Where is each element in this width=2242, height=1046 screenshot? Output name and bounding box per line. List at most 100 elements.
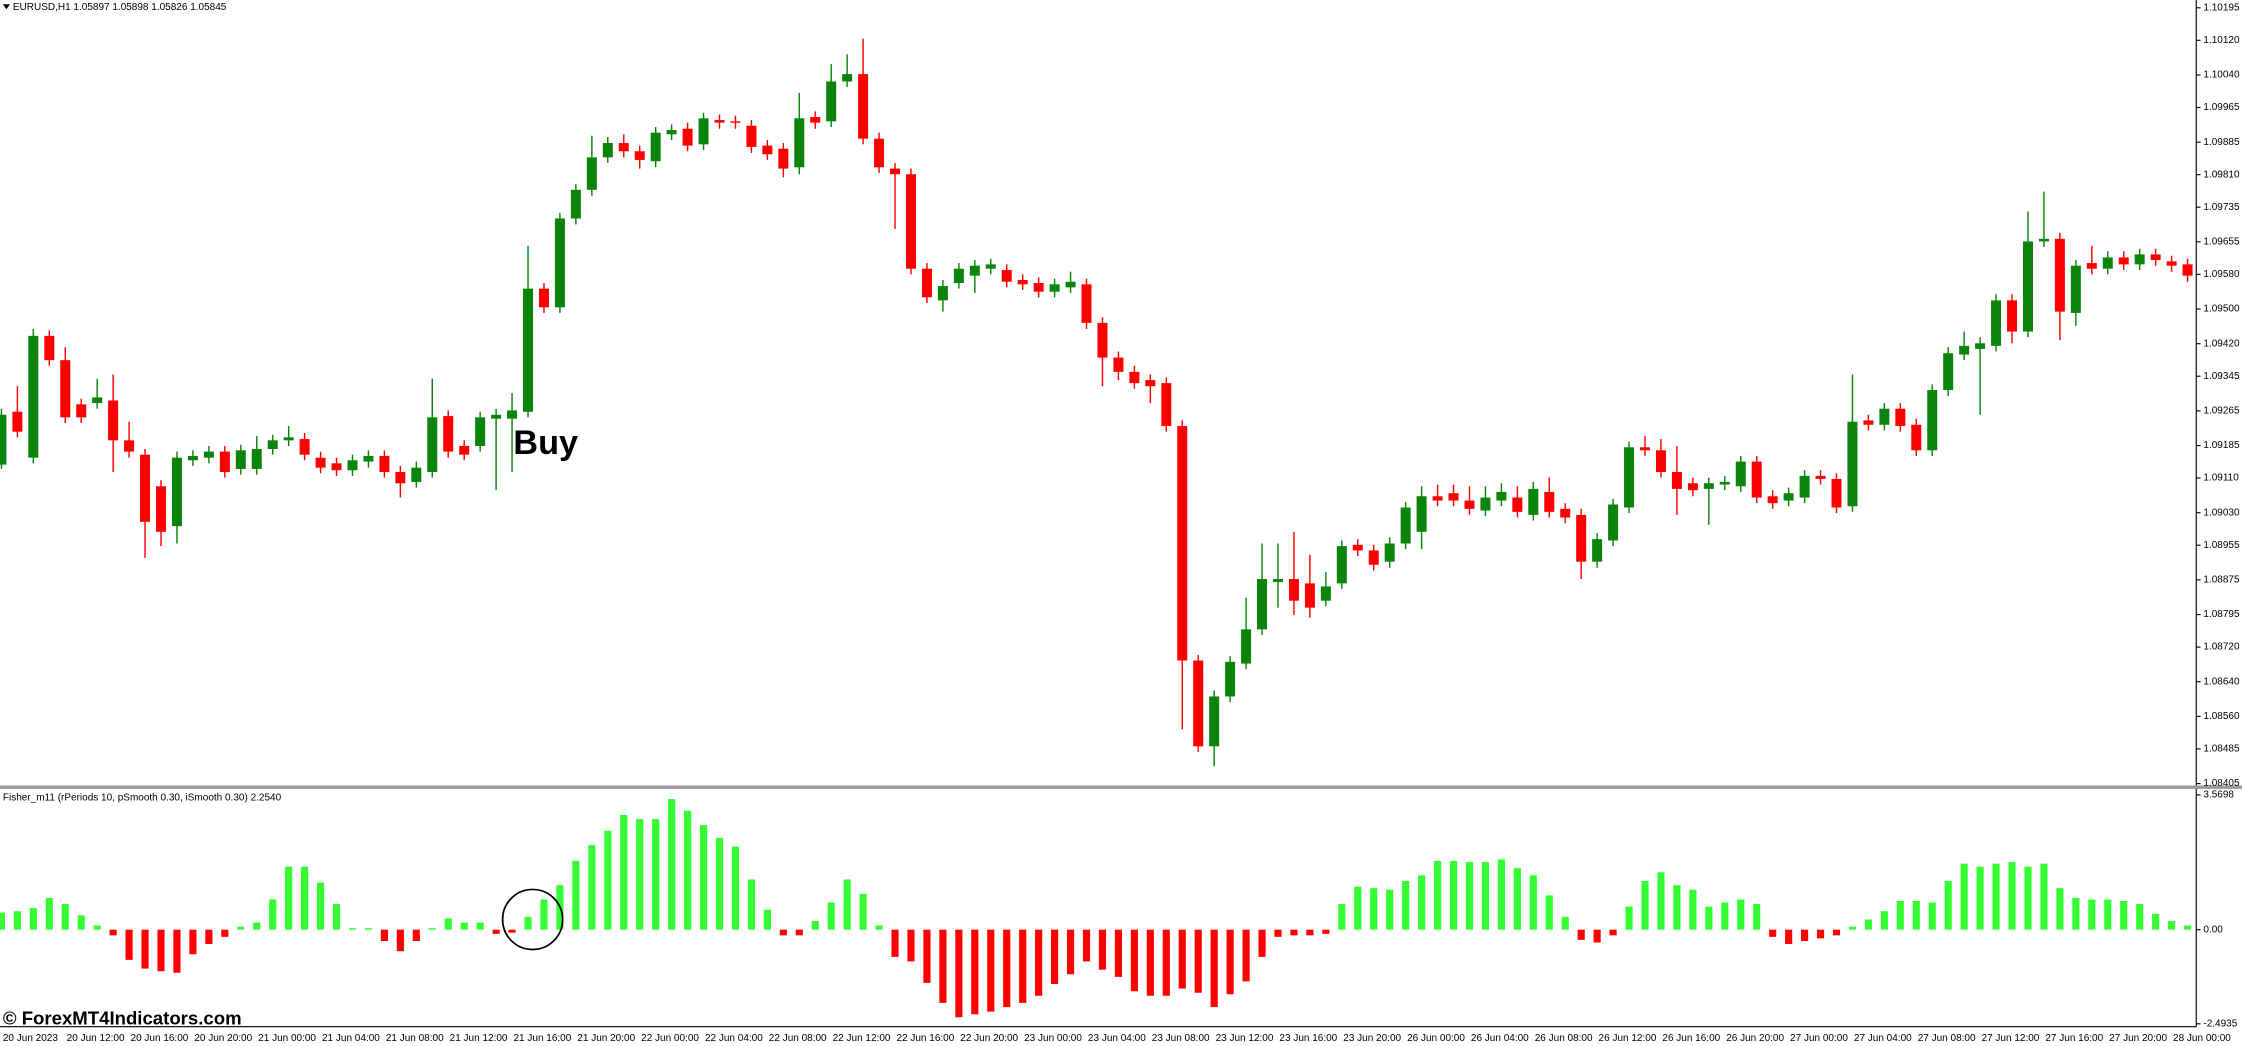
candle-body — [1209, 696, 1220, 747]
histogram-bar — [1290, 929, 1298, 936]
histogram-bar — [173, 929, 181, 973]
histogram-bar — [1449, 860, 1458, 930]
y-tick-label: 1.08405 — [2203, 778, 2240, 789]
histogram-bar — [1481, 862, 1490, 930]
candle-body — [140, 454, 151, 522]
y-tick-label: 1.09965 — [2203, 102, 2240, 113]
candle-body — [1799, 475, 1810, 498]
candle-body — [874, 138, 885, 168]
histogram-bar — [652, 819, 660, 930]
histogram-bar — [763, 909, 771, 930]
candle-body — [890, 168, 901, 175]
histogram-bar — [1960, 863, 1968, 930]
histogram-bar — [2008, 862, 2016, 930]
candle-body — [1097, 322, 1108, 358]
histogram-bar — [1051, 929, 1059, 985]
candle-body — [1687, 483, 1698, 491]
candle-body — [459, 445, 470, 455]
x-tick-label: 22 Jun 16:00 — [896, 1033, 954, 1044]
indicator-header: Fisher_m11 (rPeriods 10, pSmooth 0.30, i… — [3, 793, 282, 804]
histogram-bar — [93, 925, 101, 930]
candle-body — [28, 335, 39, 458]
histogram-bar — [301, 866, 309, 930]
histogram-bar — [1258, 929, 1266, 957]
histogram-bar — [2056, 888, 2064, 930]
candle-body — [1671, 471, 1682, 489]
histogram-bar — [1753, 904, 1761, 930]
candle-body — [618, 143, 629, 152]
histogram-bar — [1593, 929, 1601, 943]
candle-body — [2070, 265, 2081, 313]
candle-body — [1272, 579, 1284, 583]
histogram-bar — [2136, 904, 2144, 930]
watermark: © ForexMT4Indicators.com — [3, 1007, 242, 1028]
candle-body — [602, 143, 613, 158]
candle-body — [12, 411, 23, 432]
y-tick-label: 0.00 — [2203, 924, 2223, 935]
y-tick-label: 1.10120 — [2203, 35, 2240, 46]
histogram-bar — [109, 929, 117, 936]
histogram-bar — [1178, 929, 1186, 989]
candle-body — [1113, 357, 1124, 372]
histogram-bar — [285, 866, 293, 930]
candle-body — [1703, 483, 1714, 489]
candle-body — [2166, 261, 2177, 266]
candle-body — [92, 397, 103, 404]
candle-body — [2118, 257, 2129, 265]
y-tick-label: 1.09345 — [2203, 371, 2240, 382]
x-tick-label: 26 Jun 08:00 — [1535, 1033, 1593, 1044]
candle-body — [1751, 461, 1762, 498]
histogram-bar — [731, 846, 740, 930]
y-tick-label: 1.08560 — [2203, 711, 2240, 722]
candle-body — [858, 74, 869, 139]
y-tick-label: -2.4935 — [2203, 1018, 2237, 1029]
histogram-bar — [1721, 902, 1729, 930]
candle-body — [2054, 238, 2065, 312]
histogram-bar — [1146, 929, 1154, 996]
candle-body — [1496, 491, 1507, 501]
y-tick-label: 1.08485 — [2203, 744, 2240, 755]
histogram-bar — [364, 928, 373, 930]
candle-body — [1177, 426, 1188, 661]
candle-body — [0, 414, 7, 465]
histogram-bar — [636, 819, 644, 930]
histogram-bar — [2168, 920, 2176, 930]
candle-body — [1017, 279, 1028, 285]
histogram-bar — [428, 928, 436, 930]
candle-body — [1831, 478, 1842, 508]
signal-circle — [501, 888, 564, 951]
histogram-bar — [572, 860, 580, 930]
histogram-bar — [1944, 880, 1952, 930]
candle-body — [171, 457, 182, 527]
candle-body — [2038, 238, 2049, 242]
candle-body — [1512, 497, 1523, 512]
candle-body — [44, 335, 55, 361]
candle-body — [1735, 461, 1746, 487]
histogram-bar — [1705, 906, 1713, 930]
candle-body — [1448, 493, 1459, 501]
histogram-bar — [1785, 929, 1793, 945]
y-tick-label: 1.09885 — [2203, 137, 2240, 148]
candle-body — [905, 174, 916, 269]
candle-body — [251, 449, 262, 469]
histogram-bar — [205, 929, 213, 945]
histogram-bar — [237, 926, 245, 930]
histogram-bar — [1130, 929, 1138, 992]
histogram-bar — [1545, 895, 1553, 930]
y-tick-label: 1.08795 — [2203, 609, 2240, 620]
x-tick-label: 21 Jun 16:00 — [513, 1033, 571, 1044]
histogram-bar — [1354, 886, 1362, 930]
y-tick-label: 1.09030 — [2203, 507, 2240, 518]
x-tick-label: 27 Jun 20:00 — [2109, 1033, 2167, 1044]
x-tick-label: 26 Jun 16:00 — [1662, 1033, 1720, 1044]
x-tick-label: 23 Jun 20:00 — [1343, 1033, 1401, 1044]
candle-body — [1991, 300, 2002, 346]
x-tick-label: 27 Jun 04:00 — [1854, 1033, 1912, 1044]
histogram-bar — [1561, 916, 1569, 930]
candle-body — [491, 414, 502, 419]
histogram-bar — [1976, 866, 1984, 930]
y-tick-label: 1.09580 — [2203, 269, 2240, 280]
candle-body — [1161, 383, 1172, 427]
histogram-bar — [1274, 929, 1282, 937]
histogram-bar — [141, 929, 149, 969]
